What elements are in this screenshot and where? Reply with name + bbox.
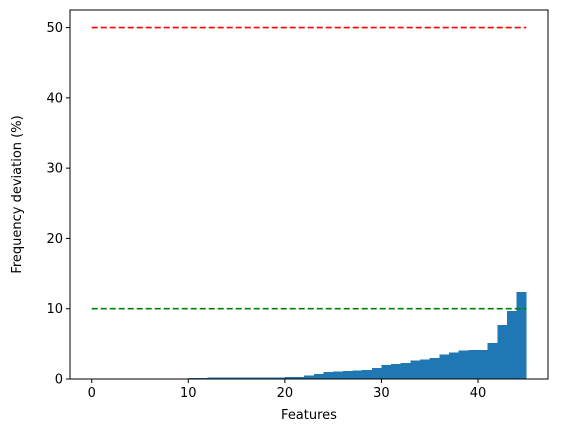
bar — [468, 350, 478, 379]
x-axis-label: Features — [281, 408, 337, 423]
bar — [323, 371, 334, 379]
bar — [236, 377, 247, 379]
y-tick-label: 30 — [46, 162, 63, 177]
y-tick-label: 50 — [46, 21, 63, 36]
bar — [226, 377, 237, 379]
bar — [497, 324, 507, 379]
bar — [506, 310, 517, 379]
bar — [255, 377, 266, 379]
y-tick-label: 10 — [46, 302, 63, 317]
bar — [391, 363, 401, 379]
bar — [410, 360, 421, 379]
bar — [439, 354, 450, 379]
bar — [313, 374, 324, 379]
bar — [207, 377, 218, 379]
bar — [362, 369, 372, 379]
bar — [304, 375, 314, 379]
bar — [265, 377, 276, 379]
y-tick-label: 40 — [46, 91, 63, 106]
bar — [294, 376, 305, 379]
bar — [381, 364, 392, 379]
y-axis-label: Frequency deviation (%) — [10, 115, 25, 273]
bar — [275, 377, 285, 379]
x-tick-label: 40 — [470, 386, 487, 401]
y-ticks-group: 0 10 20 30 40 50 — [46, 21, 70, 388]
bar — [188, 377, 198, 379]
bars-group — [168, 291, 527, 379]
bar — [516, 291, 527, 379]
bar — [420, 359, 430, 379]
bar — [449, 352, 459, 379]
bar — [246, 377, 256, 379]
bar — [429, 357, 440, 379]
x-tick-label: 30 — [373, 386, 390, 401]
bar — [333, 371, 343, 379]
bar — [342, 370, 353, 379]
bar — [371, 367, 382, 379]
x-tick-label: 0 — [88, 386, 96, 401]
x-tick-label: 10 — [180, 386, 197, 401]
bar — [217, 377, 227, 379]
bar — [477, 350, 488, 379]
reference-lines-group — [91, 26, 527, 310]
bar — [487, 343, 498, 379]
bar — [197, 377, 208, 379]
x-tick-label: 20 — [277, 386, 294, 401]
bar — [352, 370, 363, 379]
y-tick-label: 20 — [46, 232, 63, 247]
bar — [400, 362, 411, 379]
y-tick-label: 0 — [55, 373, 63, 388]
bar — [458, 350, 469, 379]
x-ticks-group: 0 10 20 30 40 — [88, 379, 487, 401]
bar — [284, 377, 295, 379]
axes-group — [69, 9, 549, 380]
plot-frame — [69, 9, 549, 380]
